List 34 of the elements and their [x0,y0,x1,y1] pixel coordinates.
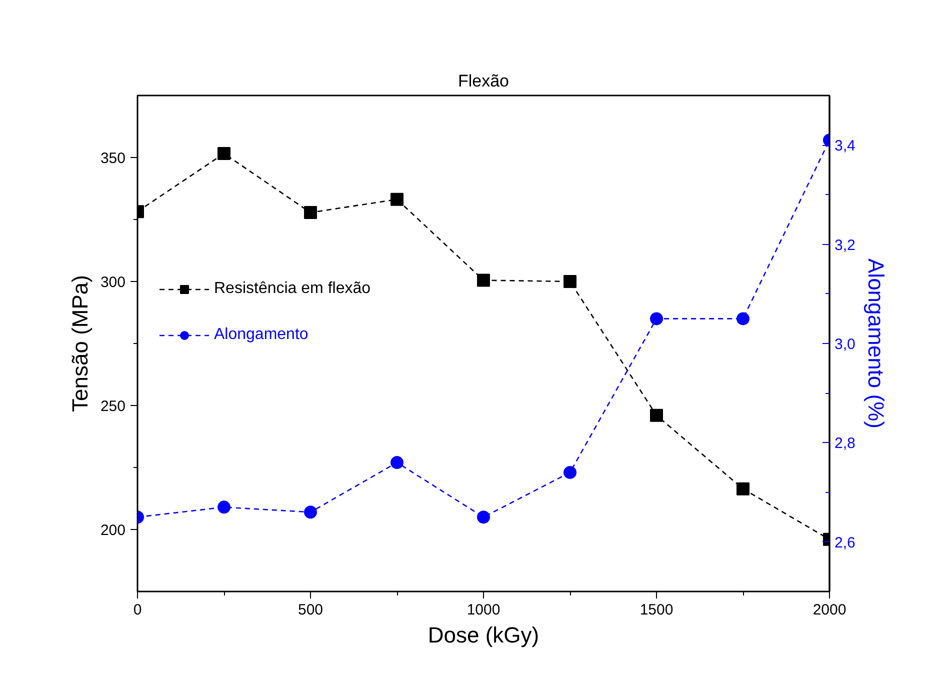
y-axis-title: Tensão (MPa) [67,275,92,412]
y-tick-label: 200 [100,522,126,539]
y-tick-label: 250 [100,398,126,415]
y2-axis-title: Alongamento (%) [863,258,888,428]
y2-tick-label: 2,8 [834,435,856,452]
legend-label: Alongamento [214,326,308,344]
point [390,192,404,206]
point [218,500,230,514]
point [218,147,230,160]
chart-title: Flexão [458,72,510,90]
point [564,466,576,479]
point [477,510,490,524]
point [736,312,750,326]
y2-tick-label: 3,0 [834,336,856,353]
y2-tick-label: 2,6 [834,534,856,552]
x-axis-title: Dose (kGy) [428,622,540,648]
point [736,482,750,496]
x-tick-label: 2000 [812,602,846,618]
point [650,408,663,422]
x-tick-label: 1500 [640,602,674,618]
point [304,206,317,220]
point [390,456,404,470]
x-tick-label: 0 [133,602,142,618]
y2-tick-label: 3,2 [834,236,856,254]
legend-label: Resistência em flexão [214,280,371,298]
point [650,312,663,326]
y2-tick-label: 3,4 [834,138,856,155]
point [477,274,490,287]
y-tick-label: 350 [100,150,126,167]
x-tick-label: 1000 [466,602,500,618]
x-tick-label: 500 [298,602,324,618]
point [564,275,576,288]
point [304,506,317,519]
y-tick-label: 300 [100,274,126,291]
